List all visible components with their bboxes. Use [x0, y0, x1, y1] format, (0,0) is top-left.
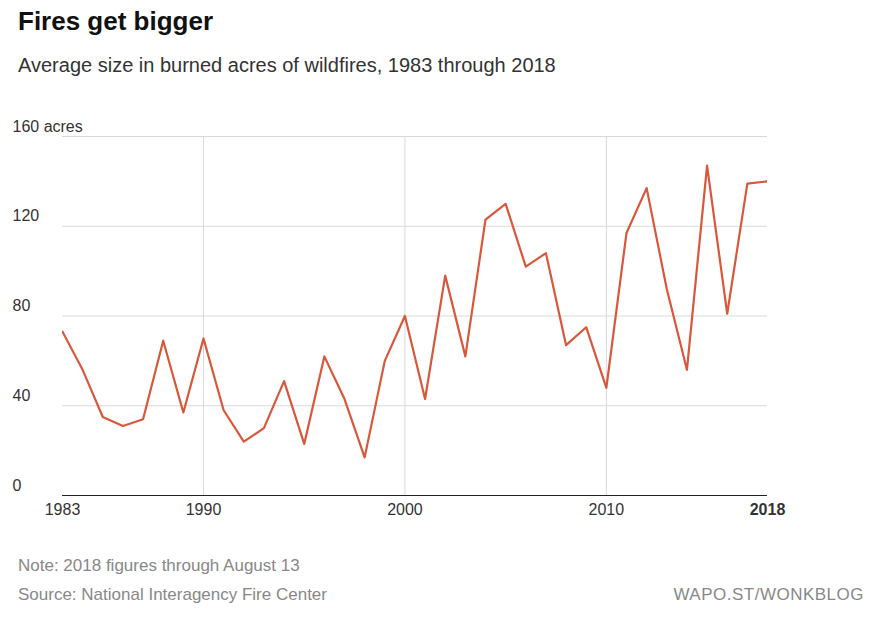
html-text:Fires get bigger: Fires get bigger: [18, 6, 213, 36]
html-text:WAPO.ST/WONKBLOG: WAPO.ST/WONKBLOG: [673, 585, 864, 604]
svg-text:80: 80: [13, 297, 31, 314]
html-text:Source: National Interagency F: Source: National Interagency Fire Center: [18, 585, 327, 604]
svg-text:120: 120: [13, 207, 40, 224]
svg-text:1990: 1990: [186, 501, 222, 518]
svg-text:2010: 2010: [589, 501, 625, 518]
html-text:Average size in burned acres o: Average size in burned acres of wildfire…: [18, 54, 556, 76]
svg-text:2000: 2000: [387, 501, 423, 518]
svg-text:0: 0: [13, 477, 22, 494]
svg-text:2018: 2018: [750, 501, 786, 518]
svg-text:160 acres: 160 acres: [13, 118, 83, 135]
svg-text:1983: 1983: [45, 501, 81, 518]
html-text:Note: 2018 figures through Aug: Note: 2018 figures through August 13: [18, 556, 300, 575]
svg-text:40: 40: [13, 387, 31, 404]
